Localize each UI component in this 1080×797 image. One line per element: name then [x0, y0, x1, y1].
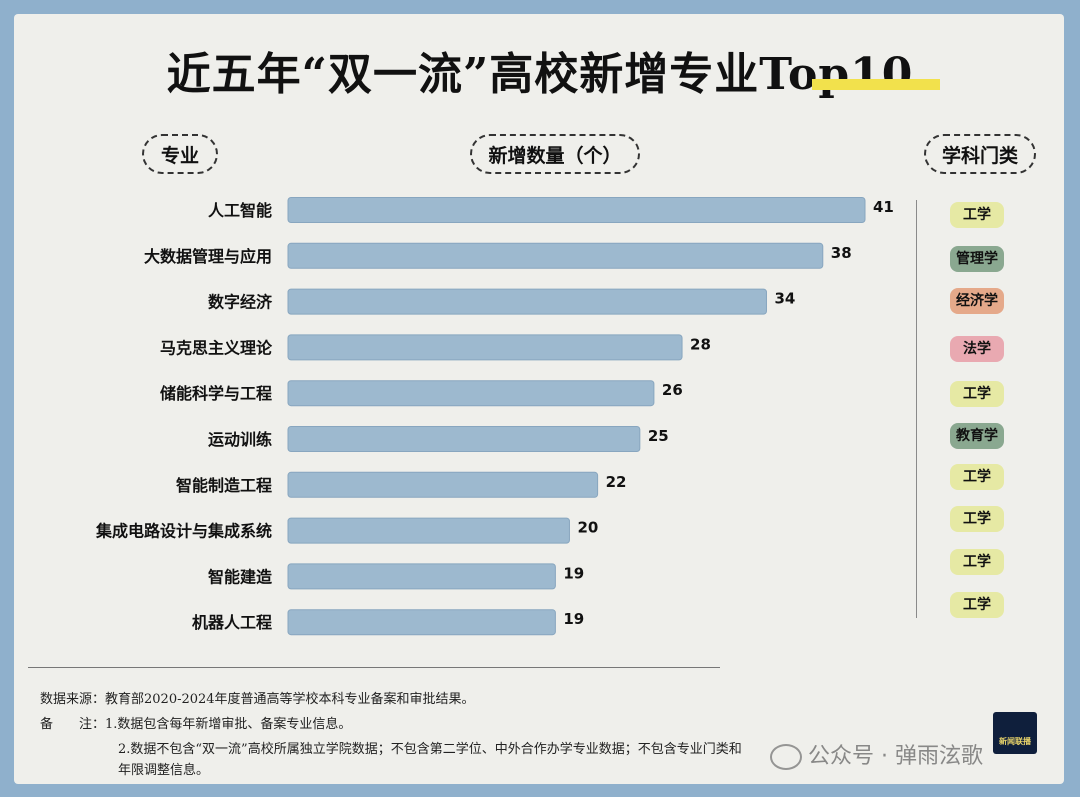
header-category: 学科门类: [924, 134, 1036, 174]
divider-horizontal: [28, 667, 720, 668]
logo: 新闻联播: [993, 712, 1037, 754]
bar-value-label: 19: [563, 610, 584, 628]
remark-2a: 2.数据不包含“双一流”高校所属独立学院数据；不包含第二学位、中外合作办学专业数…: [118, 742, 742, 757]
header-count: 新增数量（个）: [470, 134, 640, 174]
bar: [287, 197, 866, 223]
category-label: 智能建造: [208, 567, 273, 586]
wechat-icon: [770, 744, 802, 770]
remark-2b: 年限调整信息。: [118, 763, 210, 778]
bar-value-label: 22: [606, 473, 627, 491]
category-label: 运动训练: [208, 430, 272, 449]
category-label: 储能科学与工程: [159, 384, 272, 403]
category-tag: 教育学: [950, 423, 1004, 449]
bar: [287, 471, 599, 498]
chart-title: 近五年“双一流”高校新增专业Top10: [166, 49, 914, 100]
category-tag: 管理学: [950, 246, 1004, 272]
bar: [287, 334, 683, 361]
category-label: 马克思主义理论: [160, 338, 273, 357]
watermark-text: 公众号 · 弹雨泫歌: [808, 744, 983, 769]
bar: [287, 426, 641, 452]
watermark: 公众号 · 弹雨泫歌: [770, 738, 983, 770]
bar-value-label: 26: [662, 381, 683, 399]
category-tag: 工学: [950, 464, 1004, 490]
category-label: 智能制造工程: [176, 476, 272, 495]
header-major: 专业: [142, 134, 218, 174]
category-tag: 工学: [950, 506, 1004, 532]
category-tag: 经济学: [950, 288, 1004, 314]
category-tag: 工学: [950, 202, 1004, 228]
bar-value-label: 41: [873, 198, 894, 216]
bar-value-label: 38: [831, 244, 852, 262]
category-tag: 工学: [950, 592, 1004, 618]
bar: [287, 517, 570, 544]
divider-vertical: [916, 200, 917, 618]
category-label: 人工智能: [208, 201, 272, 220]
bar: [287, 242, 824, 269]
category-label: 集成电路设计与集成系统: [95, 522, 272, 541]
bar-value-label: 34: [774, 290, 795, 308]
category-tag: 法学: [950, 336, 1004, 362]
title-highlight: [812, 79, 940, 90]
bar-value-label: 25: [648, 427, 669, 445]
bar: [287, 288, 767, 315]
bar: [287, 380, 655, 407]
category-tag: 工学: [950, 549, 1004, 575]
bar: [287, 563, 556, 590]
remark-1: 备 注：1.数据包含每年新增审批、备案专业信息。: [40, 717, 352, 732]
category-label: 大数据管理与应用: [144, 247, 272, 266]
bar: [287, 609, 556, 636]
category-label: 机器人工程: [192, 613, 272, 632]
bar-value-label: 19: [563, 564, 584, 582]
category-label: 数字经济: [208, 293, 273, 312]
category-tag: 工学: [950, 381, 1004, 407]
source-note: 数据来源：教育部2020-2024年度普通高等学校本科专业备案和审批结果。: [40, 692, 475, 707]
bar-value-label: 28: [690, 335, 711, 353]
bar-value-label: 20: [577, 519, 598, 537]
